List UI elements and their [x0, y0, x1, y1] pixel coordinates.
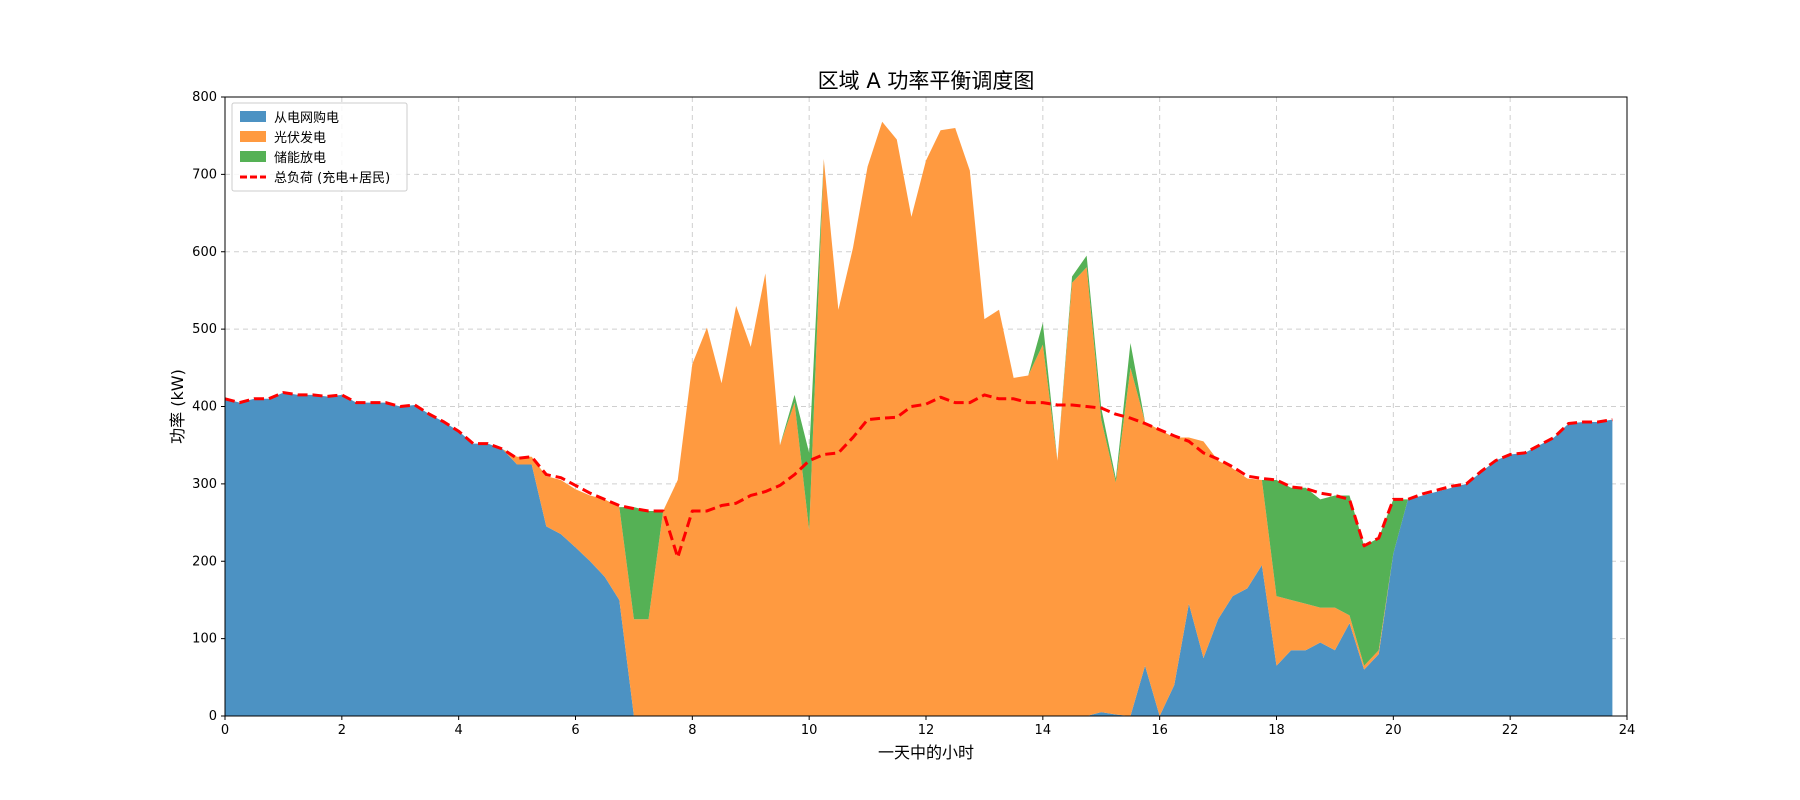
legend-swatch-3	[240, 151, 266, 162]
chart-title: 区域 A 功率平衡调度图	[818, 69, 1035, 93]
y-tick-label-100: 100	[192, 632, 217, 647]
y-tick-label-700: 700	[192, 167, 217, 182]
y-axis: 0 100 200 300 400 500 600 700 800	[192, 90, 225, 724]
y-tick-label-500: 500	[192, 322, 217, 337]
x-tick-label-12: 12	[918, 723, 935, 738]
legend-label-3: 储能放电	[274, 151, 326, 166]
y-tick-label-0: 0	[209, 709, 217, 724]
x-tick-label-8: 8	[688, 723, 696, 738]
x-tick-label-10: 10	[801, 723, 818, 738]
legend-label-4: 总负荷 (充电+居民)	[274, 170, 390, 186]
stacked-areas	[225, 121, 1613, 716]
x-axis: 0 2 4 6 8 10 12 14 16 18 20 22 24	[221, 716, 1635, 738]
load-line	[224, 391, 1613, 559]
legend-label-2: 光伏发电	[274, 130, 326, 146]
legend-swatch-1	[240, 111, 266, 122]
x-tick-label-22: 22	[1502, 723, 1519, 738]
area-series-1	[225, 392, 1613, 716]
x-tick-label-16: 16	[1151, 723, 1168, 738]
y-axis-title: 功率 (kW)	[168, 369, 187, 444]
x-tick-label-20: 20	[1385, 723, 1402, 738]
y-tick-label-800: 800	[192, 90, 217, 105]
y-tick-label-300: 300	[192, 477, 217, 492]
x-tick-label-6: 6	[571, 723, 579, 738]
x-tick-label-2: 2	[338, 723, 346, 738]
legend-label-1: 从电网购电	[274, 110, 339, 126]
legend-box	[231, 102, 408, 192]
y-tick-label-400: 400	[192, 400, 217, 415]
x-tick-label-18: 18	[1268, 723, 1285, 738]
x-tick-label-4: 4	[455, 723, 463, 738]
x-tick-label-24: 24	[1619, 723, 1636, 738]
legend-swatch-2	[240, 131, 266, 142]
x-tick-label-0: 0	[221, 723, 229, 738]
y-tick-label-600: 600	[192, 245, 217, 260]
x-axis-title: 一天中的小时	[878, 743, 974, 762]
area-series-2	[225, 121, 1613, 716]
load-line-layer	[224, 391, 1613, 559]
y-tick-label-200: 200	[192, 554, 217, 569]
x-tick-label-14: 14	[1035, 723, 1052, 738]
